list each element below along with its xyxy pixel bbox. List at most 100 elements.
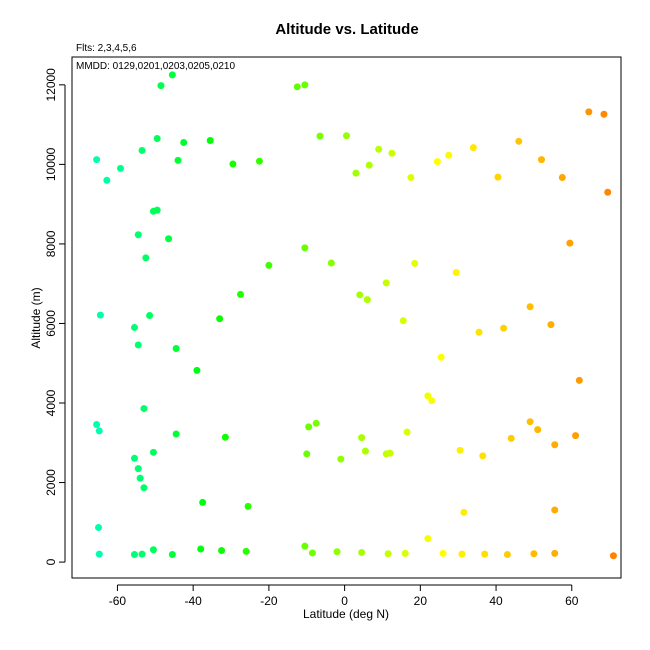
data-point: [507, 434, 515, 442]
data-point: [96, 311, 104, 319]
data-point: [363, 296, 371, 304]
data-point: [558, 174, 566, 182]
data-point: [551, 506, 559, 514]
data-point: [172, 345, 180, 353]
data-point: [130, 551, 138, 559]
data-point: [526, 303, 534, 311]
data-point: [575, 376, 583, 384]
x-tick-label: -20: [260, 594, 278, 608]
y-tick-label: 4000: [44, 389, 58, 416]
data-point: [469, 144, 477, 152]
data-point: [134, 231, 142, 239]
data-point: [301, 81, 309, 89]
data-point: [445, 151, 453, 159]
data-point: [305, 423, 313, 431]
data-point: [399, 317, 407, 325]
data-point: [168, 551, 176, 559]
data-point: [308, 549, 316, 557]
data-point: [388, 149, 396, 157]
data-point: [452, 269, 460, 277]
data-point: [358, 434, 366, 442]
data-point: [193, 366, 201, 374]
data-point: [93, 420, 101, 428]
data-point: [130, 323, 138, 331]
data-point: [236, 290, 244, 298]
data-point: [138, 146, 146, 154]
data-point: [303, 450, 311, 458]
data-point: [216, 315, 224, 323]
data-point: [407, 174, 415, 182]
data-point: [206, 137, 214, 145]
data-point: [439, 549, 447, 557]
data-point: [600, 110, 608, 118]
data-point: [242, 547, 250, 555]
data-point: [424, 392, 432, 400]
data-point: [500, 324, 508, 332]
data-point: [116, 164, 124, 172]
data-point: [95, 427, 103, 435]
y-axis-label: Altitude (m): [29, 287, 43, 348]
data-point: [352, 169, 360, 177]
data-point: [244, 502, 252, 510]
x-tick-label: 0: [341, 594, 348, 608]
data-point: [551, 549, 559, 557]
data-point: [316, 132, 324, 140]
y-axis: 0 2000 4000 6000 8000 10000 12000: [44, 68, 66, 565]
data-point: [537, 156, 545, 164]
data-point: [134, 465, 142, 473]
data-point: [481, 550, 489, 558]
data-point: [172, 430, 180, 438]
data-point: [428, 397, 436, 405]
data-point: [103, 176, 111, 184]
x-tick-label: 60: [565, 594, 579, 608]
data-point: [403, 428, 411, 436]
data-point: [456, 446, 464, 454]
x-axis: -60 -40 -20 0 20 40 60: [109, 584, 579, 608]
data-point: [149, 448, 157, 456]
data-point: [437, 353, 445, 361]
data-point: [547, 321, 555, 329]
data-point: [134, 341, 142, 349]
data-point: [458, 550, 466, 558]
data-point: [386, 449, 394, 457]
data-point: [411, 259, 419, 267]
data-point: [585, 108, 593, 116]
data-point: [515, 137, 523, 145]
data-point: [168, 71, 176, 79]
data-point: [609, 552, 617, 560]
data-point: [475, 328, 483, 336]
data-point: [180, 139, 188, 147]
data-point: [361, 447, 369, 455]
data-point: [146, 312, 154, 320]
data-point: [494, 173, 502, 181]
data-point: [337, 455, 345, 463]
data-point: [365, 161, 373, 169]
data-point: [255, 157, 263, 165]
dates-annotation: MMDD: 0129,0201,0203,0205,0210: [76, 61, 235, 72]
data-point: [221, 433, 229, 441]
data-point: [433, 158, 441, 166]
data-point: [382, 279, 390, 287]
data-points: [93, 71, 617, 560]
x-axis-label: Latitude (deg N): [303, 607, 389, 621]
data-point: [312, 419, 320, 427]
data-point: [138, 550, 146, 558]
data-point: [301, 244, 309, 252]
y-tick-label: 2000: [44, 469, 58, 496]
data-point: [534, 426, 542, 434]
data-point: [157, 82, 165, 90]
data-point: [503, 551, 511, 559]
y-tick-label: 12000: [44, 68, 58, 102]
data-point: [197, 545, 205, 553]
data-point: [218, 547, 226, 555]
data-point: [199, 498, 207, 506]
data-point: [327, 259, 335, 267]
data-point: [526, 418, 534, 426]
chart-title: Altitude vs. Latitude: [275, 21, 418, 38]
x-tick-label: 40: [489, 594, 503, 608]
x-tick-label: 20: [414, 594, 428, 608]
data-point: [530, 550, 538, 558]
data-point: [229, 160, 237, 168]
data-point: [333, 548, 341, 556]
